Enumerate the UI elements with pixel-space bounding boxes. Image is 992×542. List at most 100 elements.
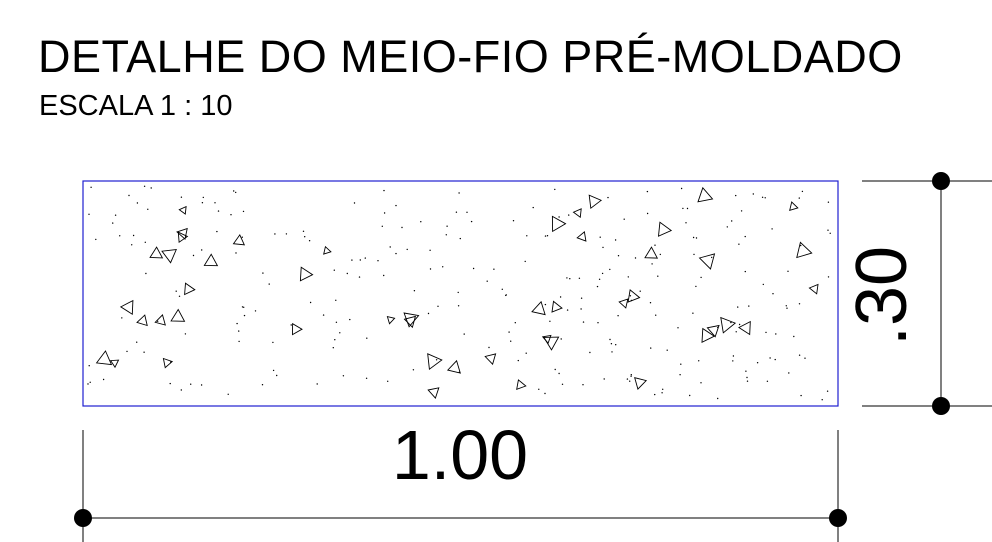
scale-label: ESCALA 1 : 10 <box>39 90 233 122</box>
hatch-dot <box>505 294 507 296</box>
hatch-dot <box>798 303 801 305</box>
hatch-triangle <box>109 359 120 369</box>
hatch-dot <box>651 263 653 265</box>
hatch-triangle <box>184 282 196 296</box>
hatch-triangle <box>531 300 546 316</box>
hatch-dot <box>630 375 632 377</box>
hatch-dot <box>764 197 766 199</box>
hatch-dot <box>698 360 700 362</box>
hatch-dot <box>598 278 601 280</box>
hatch-dot <box>381 225 383 227</box>
hatch-dot <box>508 331 510 333</box>
hatch-triangle <box>588 194 603 210</box>
hatch-triangle <box>657 221 673 237</box>
hatch-dot <box>775 333 777 335</box>
hatch-dot <box>661 392 663 394</box>
hatch-triangle <box>698 253 716 270</box>
hatch-dot <box>752 193 754 195</box>
hatch-dot <box>358 276 361 278</box>
hatch-dot <box>568 214 570 216</box>
hatch-dot <box>387 380 389 382</box>
hatch-dot <box>544 392 546 395</box>
hatch-dot <box>717 397 719 400</box>
hatch-dot <box>359 259 361 261</box>
hatch-dot <box>261 384 264 386</box>
width-dimension: 1.00 <box>74 416 847 542</box>
hatch-dot <box>827 201 830 203</box>
hatch-dot <box>700 276 702 279</box>
hatch-dot <box>821 399 823 401</box>
hatch-dot <box>677 327 679 329</box>
hatch-dot <box>333 269 335 271</box>
hatch-dot <box>89 381 91 383</box>
dimension-dot <box>829 509 847 527</box>
hatch-dot <box>827 276 830 278</box>
hatch-dot <box>335 321 338 323</box>
hatch-triangle <box>176 227 188 240</box>
hatch-dot <box>692 236 695 239</box>
hatch-dot <box>235 252 237 254</box>
hatch-triangle <box>720 316 737 334</box>
hatch-dot <box>230 214 232 216</box>
hatch-dot <box>365 377 368 379</box>
hatch-dot <box>144 241 146 243</box>
hatch-dot <box>582 384 584 386</box>
hatch-dot <box>406 248 408 251</box>
hatch-dot <box>254 310 257 312</box>
hatch-dot <box>243 306 245 308</box>
hatch-triangle <box>738 320 751 336</box>
hatch-dot <box>102 378 105 381</box>
hatch-dot <box>364 257 366 259</box>
hatch-dot <box>184 333 187 335</box>
hatch-dot <box>202 196 204 199</box>
hatch-dot <box>685 222 687 224</box>
concrete-hatch <box>87 185 831 401</box>
hatch-dot <box>412 369 415 371</box>
hatch-dot <box>302 230 305 232</box>
hatch-dot <box>738 243 740 245</box>
hatch-dot <box>395 204 397 207</box>
hatch-triangle <box>541 334 552 345</box>
hatch-dot <box>445 234 447 236</box>
hatch-dot <box>744 270 746 273</box>
hatch-dot <box>383 274 385 277</box>
hatch-dot <box>346 272 348 275</box>
hatch-dot <box>143 185 146 187</box>
hatch-dot <box>493 268 495 270</box>
hatch-dot <box>561 383 564 385</box>
hatch-dot <box>732 355 735 357</box>
hatch-triangle <box>634 377 648 390</box>
hatch-dot <box>596 285 599 288</box>
hatch-dot <box>580 297 583 299</box>
hatch-dot <box>566 277 568 279</box>
hatch-dot <box>90 186 92 188</box>
hatch-dot <box>554 188 556 191</box>
hatch-dot <box>353 202 356 204</box>
hatch-dot <box>216 230 218 233</box>
hatch-dot <box>413 290 416 292</box>
hatch-triangle <box>789 201 799 211</box>
hatch-dot <box>646 212 649 215</box>
hatch-dot <box>463 333 465 335</box>
hatch-dot <box>145 272 147 275</box>
hatch-dot <box>680 187 683 190</box>
hatch-dot <box>617 315 619 317</box>
hatch-dot <box>785 305 787 307</box>
hatch-dot <box>762 283 764 286</box>
hatch-triangle <box>178 205 187 215</box>
hatch-dot <box>680 363 682 365</box>
hatch-dot <box>517 359 519 362</box>
hatch-dot <box>746 380 749 382</box>
hatch-dot <box>566 309 569 311</box>
hatch-dot <box>614 239 617 241</box>
hatch-dot <box>351 259 353 261</box>
hatch-dot <box>560 338 562 340</box>
hatch-dot <box>276 374 278 377</box>
hatch-dot <box>774 358 776 361</box>
hatch-dot <box>569 278 571 280</box>
hatch-dot <box>377 260 379 262</box>
hatch-dot <box>609 338 611 341</box>
hatch-dot <box>630 374 632 376</box>
hatch-dot <box>597 322 599 324</box>
hatch-dot <box>732 360 734 362</box>
